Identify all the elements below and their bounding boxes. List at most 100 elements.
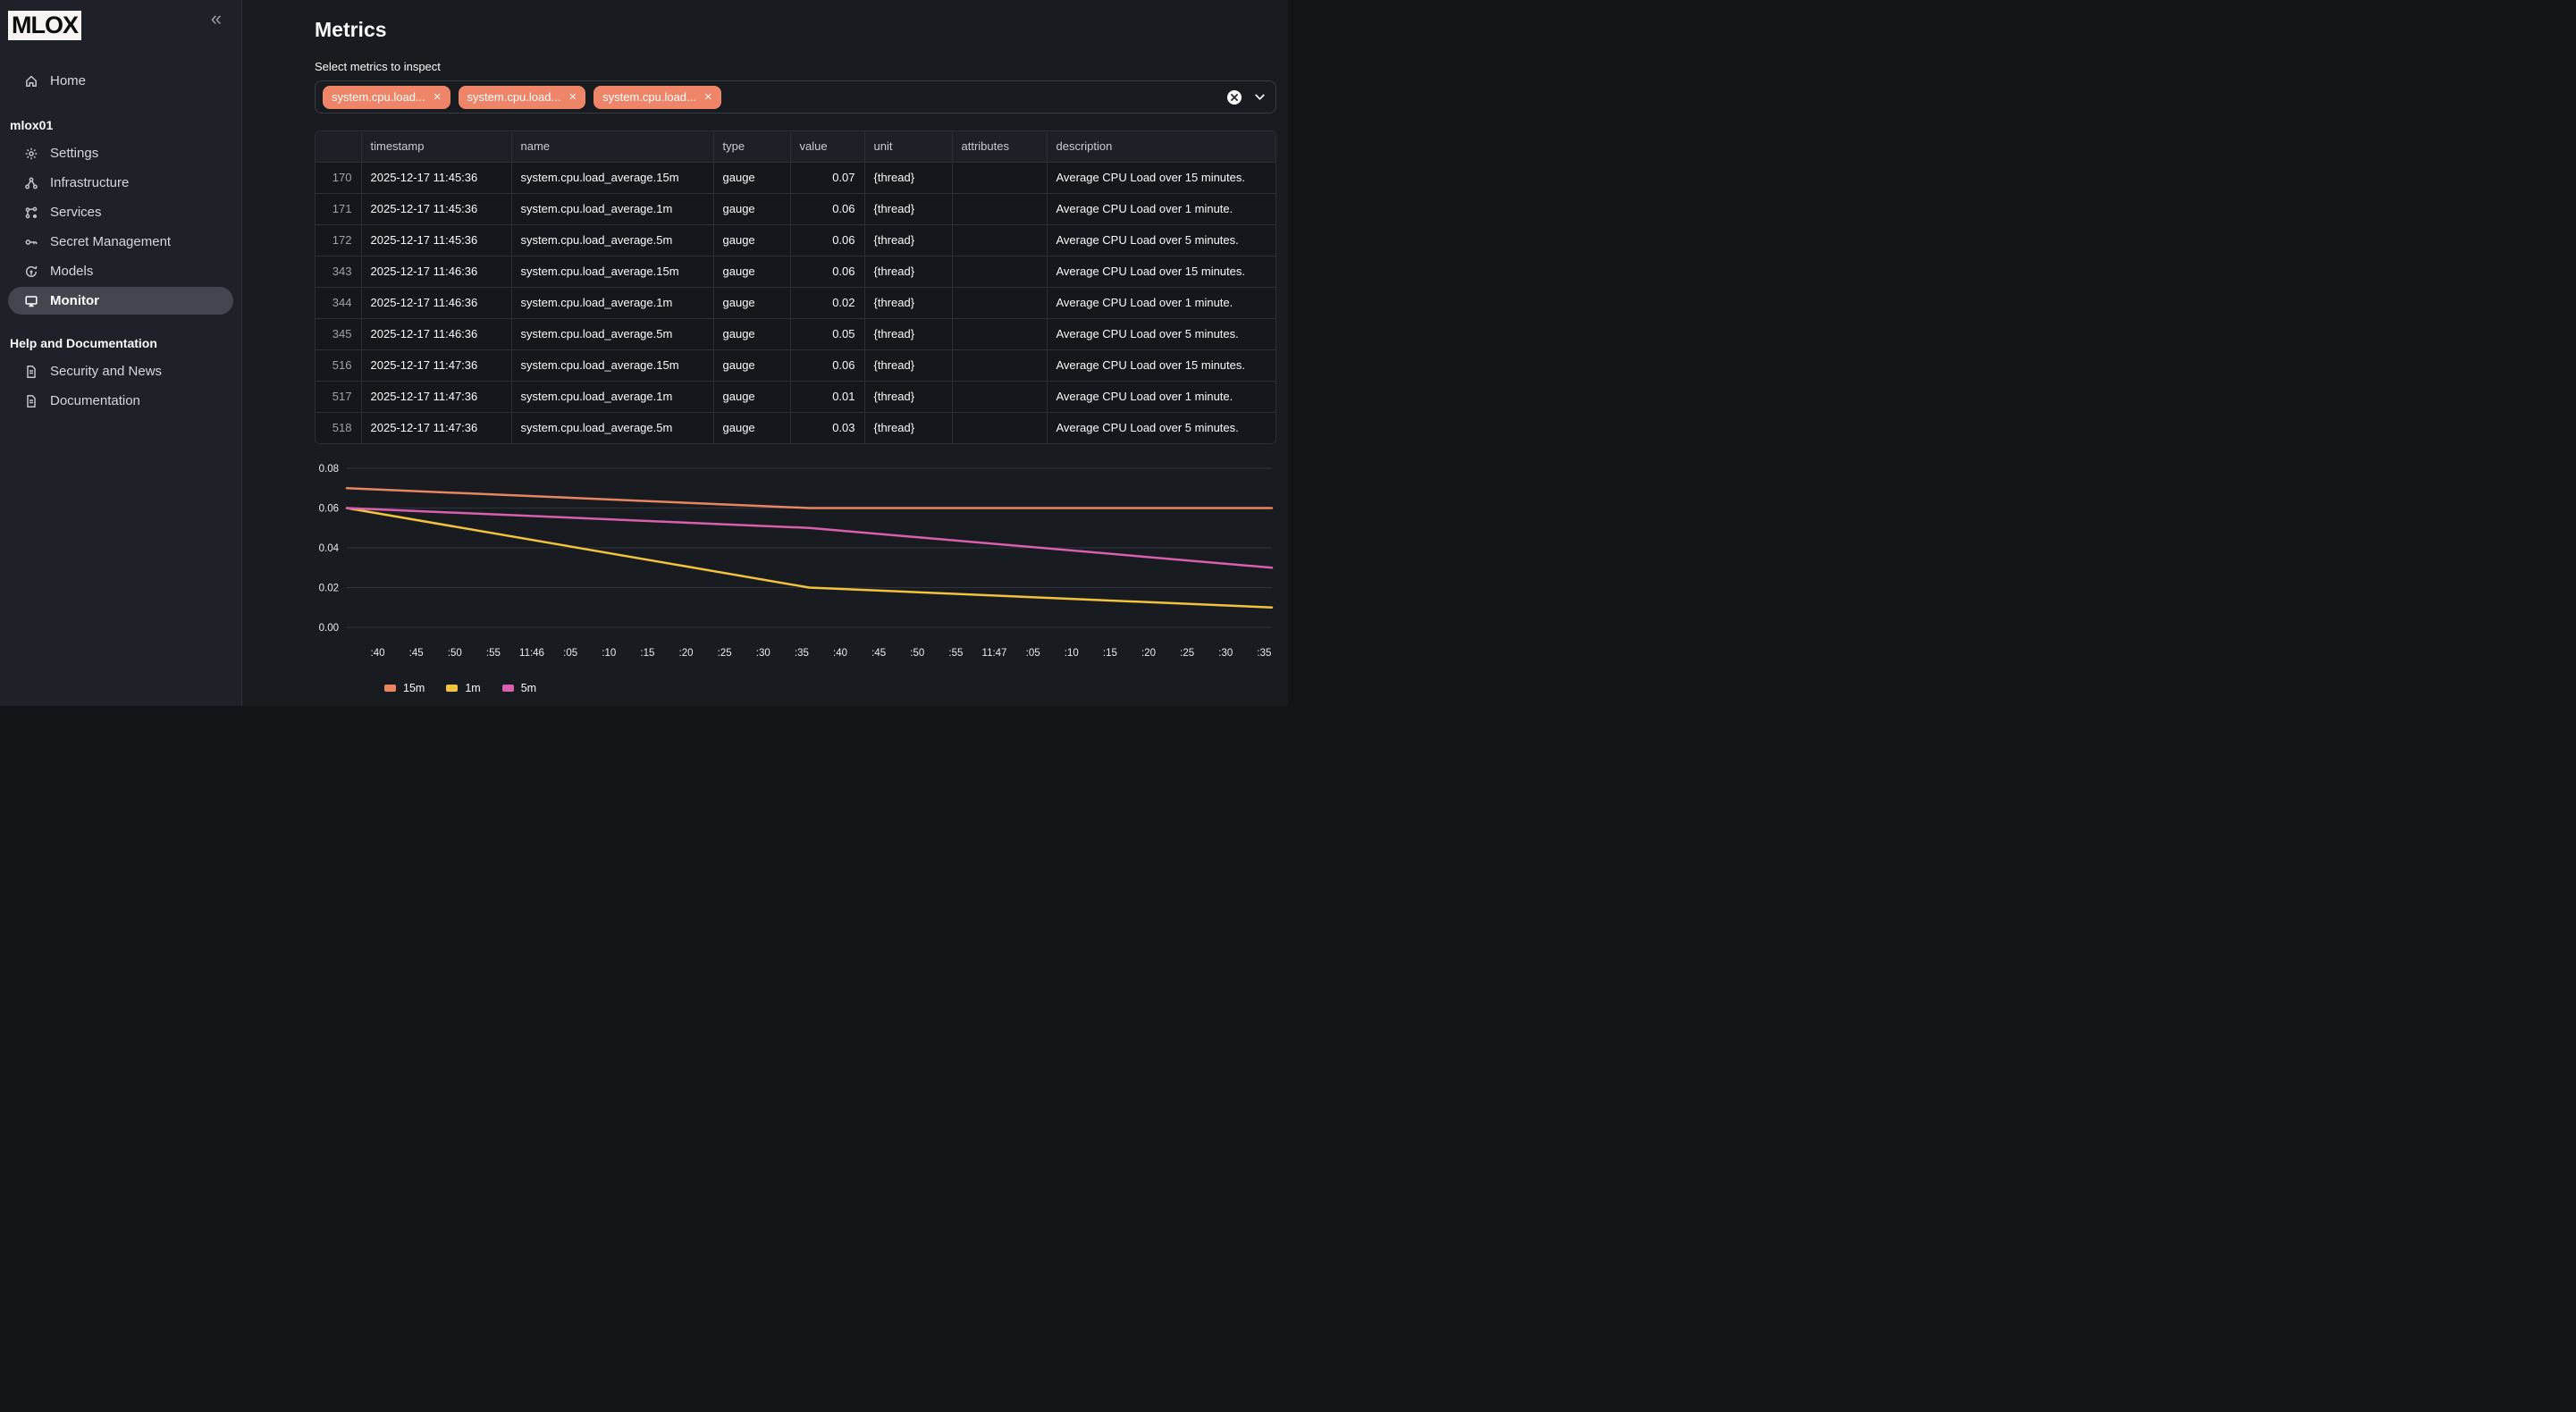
sidebar: MLOX « Home mlox01 Settings Infrastructu…	[0, 0, 242, 706]
table-row: 5162025-12-17 11:47:36system.cpu.load_av…	[316, 349, 1276, 381]
model-icon	[24, 265, 38, 279]
table-cell: 0.03	[790, 412, 864, 443]
legend-swatch-1m	[446, 685, 458, 692]
table-cell: {thread}	[864, 287, 952, 318]
metrics-table: timestampnametypevalueunitattributesdesc…	[316, 131, 1276, 443]
sidebar-item-label: Monitor	[50, 293, 99, 308]
table-cell: Average CPU Load over 15 minutes.	[1047, 349, 1276, 381]
table-cell	[952, 256, 1047, 287]
sidebar-item-infrastructure[interactable]: Infrastructure	[8, 169, 233, 197]
sidebar-collapse-icon[interactable]: «	[211, 9, 222, 29]
x-axis-tick-label: :10	[1065, 648, 1079, 659]
x-axis-tick-label: :25	[718, 648, 732, 659]
chart-canvas: 0.080.060.040.020.00:40:45:50:5511:46:05…	[315, 458, 1276, 665]
table-cell: gauge	[713, 224, 790, 256]
table-cell	[952, 381, 1047, 412]
y-axis-tick-label: 0.08	[319, 464, 339, 475]
table-row: 5172025-12-17 11:47:36system.cpu.load_av…	[316, 381, 1276, 412]
multiselect-tags: system.cpu.load... × system.cpu.load... …	[323, 86, 1227, 109]
table-cell: system.cpu.load_average.15m	[511, 256, 713, 287]
table-cell: gauge	[713, 287, 790, 318]
table-cell: gauge	[713, 412, 790, 443]
sidebar-item-documentation[interactable]: Documentation	[8, 387, 233, 415]
tag-remove-icon[interactable]: ×	[704, 90, 712, 104]
metrics-multiselect[interactable]: system.cpu.load... × system.cpu.load... …	[315, 80, 1276, 113]
sidebar-item-secret-management[interactable]: Secret Management	[8, 228, 233, 256]
y-axis-tick-label: 0.02	[319, 584, 339, 594]
table-cell	[952, 193, 1047, 224]
multiselect-tag[interactable]: system.cpu.load... ×	[593, 86, 721, 109]
sidebar-section-header: Help and Documentation	[10, 336, 241, 350]
sidebar-item-security-and-news[interactable]: Security and News	[8, 357, 233, 385]
chevron-down-icon[interactable]	[1253, 90, 1267, 104]
sidebar-item-label: Secret Management	[50, 234, 171, 249]
x-axis-tick-label: :15	[640, 648, 654, 659]
chart-line-1m	[347, 508, 1272, 608]
sidebar-item-monitor[interactable]: Monitor	[8, 287, 233, 315]
tag-label: system.cpu.load...	[332, 90, 425, 104]
table-cell: Average CPU Load over 5 minutes.	[1047, 224, 1276, 256]
sidebar-item-label: Documentation	[50, 393, 140, 408]
legend-label: 5m	[521, 682, 536, 694]
sidebar-item-home[interactable]: Home	[8, 67, 233, 95]
table-row: 1722025-12-17 11:45:36system.cpu.load_av…	[316, 224, 1276, 256]
gear-icon	[24, 147, 38, 161]
table-cell: system.cpu.load_average.5m	[511, 412, 713, 443]
legend-item-1m: 1m	[446, 682, 480, 694]
table-cell: {thread}	[864, 224, 952, 256]
x-axis-tick-label: :15	[1103, 648, 1117, 659]
table-cell: {thread}	[864, 349, 952, 381]
table-cell: system.cpu.load_average.1m	[511, 287, 713, 318]
table-row: 3452025-12-17 11:46:36system.cpu.load_av…	[316, 318, 1276, 349]
tag-label: system.cpu.load...	[602, 90, 696, 104]
multiselect-tag[interactable]: system.cpu.load... ×	[323, 86, 450, 109]
table-cell: system.cpu.load_average.15m	[511, 349, 713, 381]
sidebar-item-settings[interactable]: Settings	[8, 139, 233, 167]
tag-remove-icon[interactable]: ×	[568, 90, 577, 104]
row-index-cell: 345	[316, 318, 361, 349]
table-cell: {thread}	[864, 162, 952, 193]
table-cell: 2025-12-17 11:47:36	[361, 381, 511, 412]
row-index-cell: 170	[316, 162, 361, 193]
sidebar-item-services[interactable]: Services	[8, 198, 233, 226]
x-axis-tick-label: :20	[1141, 648, 1156, 659]
table-cell: 0.01	[790, 381, 864, 412]
network-icon	[24, 176, 38, 190]
x-axis-tick-label: :45	[409, 648, 424, 659]
table-cell: 2025-12-17 11:46:36	[361, 318, 511, 349]
table-header-row: timestampnametypevalueunitattributesdesc…	[316, 131, 1276, 162]
sidebar-item-models[interactable]: Models	[8, 257, 233, 285]
table-cell: 0.02	[790, 287, 864, 318]
table-cell: 0.05	[790, 318, 864, 349]
table-cell: system.cpu.load_average.15m	[511, 162, 713, 193]
x-axis-tick-label: :55	[948, 648, 963, 659]
x-axis-tick-label: :30	[1218, 648, 1233, 659]
x-axis-tick-label: 11:46	[519, 648, 544, 659]
table-cell: system.cpu.load_average.5m	[511, 318, 713, 349]
page-title: Metrics	[315, 18, 1276, 42]
table-header-cell: name	[511, 131, 713, 162]
mlox-logo: MLOX	[8, 11, 81, 40]
row-index-cell: 516	[316, 349, 361, 381]
legend-swatch-5m	[502, 685, 514, 692]
table-cell: Average CPU Load over 1 minute.	[1047, 287, 1276, 318]
table-cell: system.cpu.load_average.1m	[511, 193, 713, 224]
sidebar-item-label: Infrastructure	[50, 175, 129, 190]
table-cell: gauge	[713, 256, 790, 287]
table-cell: {thread}	[864, 381, 952, 412]
table-header-cell: attributes	[952, 131, 1047, 162]
sidebar-item-label: Services	[50, 205, 102, 220]
multiselect-tag[interactable]: system.cpu.load... ×	[459, 86, 586, 109]
table-cell: {thread}	[864, 318, 952, 349]
row-index-cell: 344	[316, 287, 361, 318]
table-cell: Average CPU Load over 5 minutes.	[1047, 318, 1276, 349]
key-icon	[24, 235, 38, 249]
table-body: 1702025-12-17 11:45:36system.cpu.load_av…	[316, 162, 1276, 443]
metrics-dataframe[interactable]: timestampnametypevalueunitattributesdesc…	[315, 130, 1276, 444]
x-axis-tick-label: :30	[756, 648, 770, 659]
table-header-cell: unit	[864, 131, 952, 162]
table-cell	[952, 349, 1047, 381]
clear-all-icon[interactable]	[1227, 90, 1242, 105]
tag-remove-icon[interactable]: ×	[434, 90, 442, 104]
main-content: Metrics Select metrics to inspect system…	[242, 0, 1288, 706]
